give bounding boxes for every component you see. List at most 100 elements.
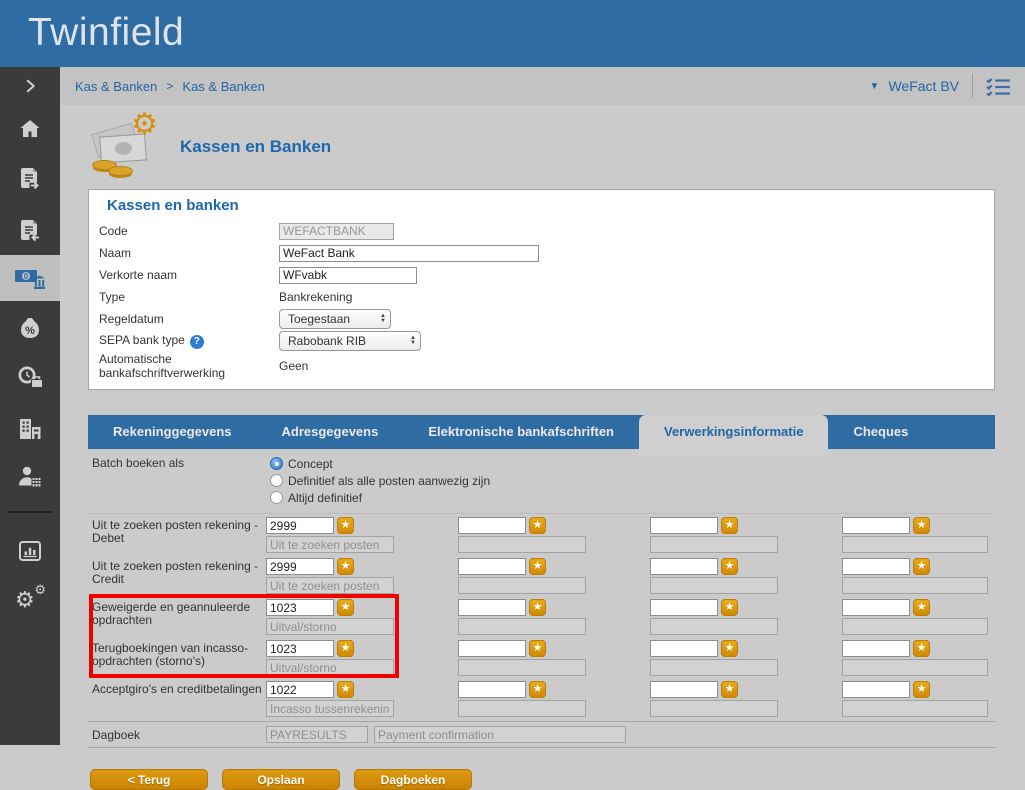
sidebar-item-invoice-out[interactable]	[0, 157, 60, 201]
radio-label: Definitief als alle posten aanwezig zijn	[288, 473, 491, 488]
account-code-input[interactable]	[266, 640, 334, 657]
account-code-input[interactable]	[458, 681, 526, 698]
account-lookup-button[interactable]: ★	[913, 599, 930, 616]
radio-button[interactable]	[270, 457, 283, 470]
sepa-bank-type-select[interactable]: Rabobank RIB ▲ ▼	[279, 331, 421, 351]
account-code-input[interactable]	[650, 599, 718, 616]
tab-rekeninggegevens[interactable]: Rekeninggegevens	[113, 424, 232, 439]
account-lookup-button[interactable]: ★	[913, 640, 930, 657]
dagboeken-button[interactable]: Dagboeken	[354, 769, 472, 790]
radio-button[interactable]	[270, 474, 283, 487]
company-selector[interactable]: WeFact BV	[888, 78, 959, 94]
account-lookup-button[interactable]: ★	[337, 681, 354, 698]
account-lookup-button[interactable]: ★	[337, 558, 354, 575]
radio-option-altijd-definitief[interactable]: Altijd definitief	[270, 490, 490, 505]
opslaan-button[interactable]: Opslaan	[222, 769, 340, 790]
account-code-input[interactable]	[842, 640, 910, 657]
sidebar-item-home[interactable]	[0, 107, 60, 151]
account-lookup-button[interactable]: ★	[529, 640, 546, 657]
account-lookup-button[interactable]: ★	[529, 599, 546, 616]
buildings-icon	[20, 419, 41, 439]
sidebar-item-discounts[interactable]: %	[0, 307, 60, 351]
page-title: Kassen en Banken	[180, 137, 332, 156]
naam-label: Naam	[99, 246, 132, 260]
account-code-input[interactable]	[266, 599, 334, 616]
account-lookup-button[interactable]: ★	[529, 558, 546, 575]
coin-icon	[92, 160, 117, 170]
sidebar-item-time-registration[interactable]	[0, 355, 60, 399]
tab-verwerkingsinformatie[interactable]: Verwerkingsinformatie	[639, 415, 829, 455]
account-lookup-button[interactable]: ★	[721, 640, 738, 657]
dagboek-code-field	[266, 726, 368, 743]
sidebar-item-accounting[interactable]	[0, 455, 60, 499]
tab-adresgegevens[interactable]: Adresgegevens	[281, 424, 379, 439]
account-lookup-button[interactable]: ★	[913, 681, 930, 698]
account-code-input[interactable]	[650, 640, 718, 657]
account-description-field	[650, 700, 778, 717]
account-description-field	[650, 659, 778, 676]
account-code-input[interactable]	[458, 599, 526, 616]
account-code-input[interactable]	[650, 517, 718, 534]
account-lookup-button[interactable]: ★	[337, 517, 354, 534]
account-code-input[interactable]	[842, 517, 910, 534]
breadcrumb-item-2[interactable]: Kas & Banken	[182, 78, 265, 94]
auto-verwerking-label: Automatische bankafschriftverwerking	[99, 352, 226, 380]
terug-button[interactable]: < Terug	[90, 769, 208, 790]
sidebar-expand-button[interactable]	[0, 68, 60, 104]
naam-field[interactable]	[279, 244, 539, 262]
tab-elektronische-bankafschriften[interactable]: Elektronische bankafschriften	[428, 424, 614, 439]
account-lookup-button[interactable]: ★	[913, 558, 930, 575]
verkorte-naam-field[interactable]	[279, 266, 417, 284]
checklist-icon	[986, 77, 1010, 97]
account-code-input[interactable]	[266, 558, 334, 575]
account-code-input[interactable]	[650, 681, 718, 698]
sidebar-item-companies[interactable]	[0, 407, 60, 451]
account-lookup-button[interactable]: ★	[721, 681, 738, 698]
type-value: Bankrekening	[279, 290, 353, 304]
sidebar-item-reports[interactable]	[0, 529, 60, 573]
radio-button[interactable]	[270, 491, 283, 504]
account-lookup-button[interactable]: ★	[721, 517, 738, 534]
account-row-label: Geweigerde en geannuleerde opdrachten	[92, 600, 251, 627]
account-lookup-button[interactable]: ★	[721, 599, 738, 616]
header-divider	[972, 74, 973, 98]
account-code-input[interactable]	[842, 681, 910, 698]
account-lookup-button[interactable]: ★	[529, 517, 546, 534]
account-description-field	[458, 618, 586, 635]
task-list-button[interactable]	[986, 76, 1011, 97]
coin-icon	[108, 166, 133, 176]
breadcrumb-separator: >	[166, 79, 174, 93]
sidebar-item-invoice-in[interactable]	[0, 209, 60, 253]
account-description-field	[266, 700, 394, 717]
account-code-input[interactable]	[458, 640, 526, 657]
account-code-input[interactable]	[266, 517, 334, 534]
account-lookup-button[interactable]: ★	[721, 558, 738, 575]
bank-details-panel: Kassen en banken Code Naam Verkorte naam…	[88, 189, 995, 390]
tab-cheques[interactable]: Cheques	[853, 424, 909, 439]
account-code-input[interactable]	[650, 558, 718, 575]
account-lookup-button[interactable]: ★	[337, 640, 354, 657]
company-dropdown-caret-icon[interactable]: ▼	[869, 80, 880, 92]
account-row-label: Terugboekingen van incasso-opdrachten (s…	[92, 641, 249, 668]
account-row: Terugboekingen van incasso-opdrachten (s…	[88, 637, 995, 678]
account-code-input[interactable]	[842, 599, 910, 616]
radio-option-concept[interactable]: Concept	[270, 456, 490, 471]
account-code-input[interactable]	[266, 681, 334, 698]
sidebar: 0 %	[0, 67, 60, 745]
sidebar-item-settings[interactable]: ⚙ ⚙	[0, 579, 60, 623]
account-row-label: Acceptgiro's en creditbetalingen	[92, 682, 262, 696]
sidebar-item-cash-and-banks[interactable]: 0	[0, 255, 60, 301]
account-code-input[interactable]	[458, 558, 526, 575]
account-lookup-button[interactable]: ★	[337, 599, 354, 616]
cash-bank-icon: 0	[15, 270, 45, 289]
account-code-input[interactable]	[842, 558, 910, 575]
account-code-input[interactable]	[458, 517, 526, 534]
regeldatum-select[interactable]: Toegestaan ▲ ▼	[279, 309, 391, 329]
chevron-right-icon	[26, 79, 35, 93]
account-lookup-button[interactable]: ★	[529, 681, 546, 698]
account-description-field	[266, 618, 394, 635]
breadcrumb-item-1[interactable]: Kas & Banken	[75, 78, 158, 94]
help-icon[interactable]: ?	[189, 334, 204, 349]
account-lookup-button[interactable]: ★	[913, 517, 930, 534]
radio-option-definitief-als-alle-posten-aanwezig-zijn[interactable]: Definitief als alle posten aanwezig zijn	[270, 473, 490, 488]
